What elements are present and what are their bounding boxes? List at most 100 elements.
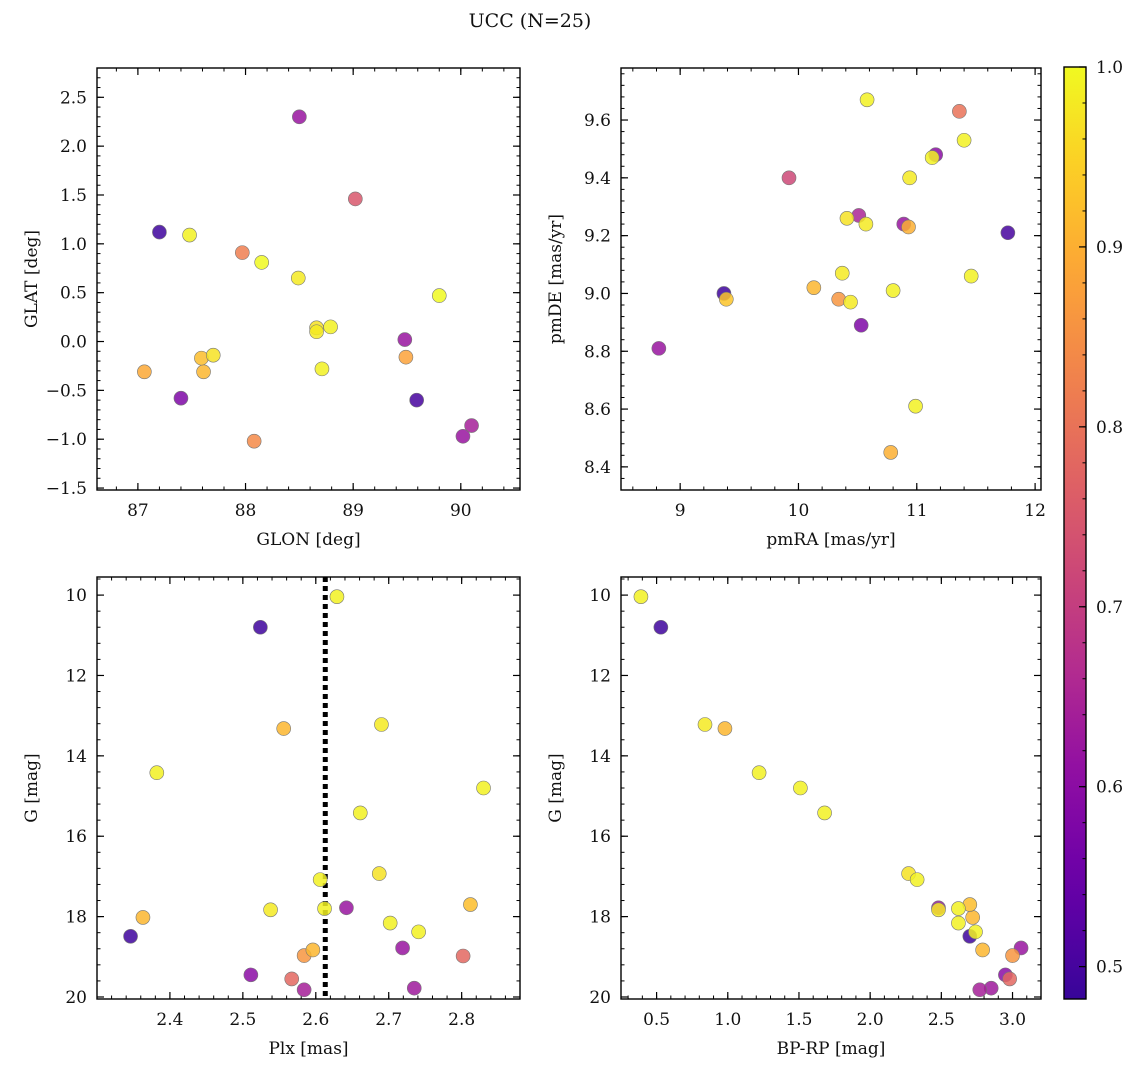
x-tick-label: 89: [342, 501, 364, 521]
y-tick-label: −1.5: [46, 479, 87, 499]
scatter-point: [817, 805, 832, 821]
scatter-marks: [123, 577, 491, 999]
y-tick-label: 16: [65, 827, 87, 847]
scatter-point: [858, 216, 874, 232]
scatter-point: [263, 902, 278, 918]
y-tick-label: −0.5: [46, 381, 87, 401]
y-tick-label: 9.6: [584, 111, 611, 131]
scatter-point: [633, 589, 649, 604]
y-tick-label: 10: [589, 586, 611, 606]
colorbar-tick-label: 0.5: [1096, 958, 1123, 978]
y-tick-label: 20: [65, 988, 87, 1008]
panel-plx-g: 2.4 2.5 2.6 2.7 2.8 10 12 14 16 18 20 Plx [mas] G [m…: [22, 576, 521, 1059]
scatter-point: [455, 948, 471, 964]
scatter-point: [853, 317, 869, 333]
colorbar-tick-label: 0.8: [1096, 418, 1123, 438]
scatter-point: [323, 319, 338, 335]
x-tick-label: 9: [675, 501, 686, 521]
scatter-point: [1005, 948, 1020, 963]
y-tick-label: 8.6: [584, 400, 611, 420]
x-tick-label: 90: [450, 501, 472, 521]
x-tick-label: 1.0: [714, 1010, 741, 1030]
x-tick-label: 1.5: [785, 1010, 812, 1030]
scatter-point: [956, 132, 972, 148]
scatter-point: [173, 390, 189, 406]
y-tick-label: 9.0: [584, 284, 611, 304]
scatter-point: [806, 280, 822, 295]
scatter-point: [296, 982, 312, 998]
scatter-point: [314, 361, 330, 377]
scatter-point: [374, 717, 389, 732]
scatter-point: [464, 418, 479, 433]
y-tick-label: −1.0: [46, 430, 87, 450]
y-tick-label: 18: [589, 908, 611, 928]
scatter-point: [284, 971, 300, 987]
y-tick-label: 1.5: [60, 186, 87, 206]
scatter-point: [834, 265, 850, 281]
scatter-marks: [137, 109, 479, 449]
panel-glon-glat: 87 88 89 90 −1.5 −1.0 −0.5 0.0 0.5 1.0 1.5 2.0 2.5 GL…: [22, 67, 521, 550]
x-axis-label: BP-RP [mag]: [777, 1039, 886, 1059]
scatter-point: [793, 780, 808, 796]
colorbar: 0.5 0.6 0.7 0.8 0.9 1.0: [1063, 58, 1123, 1000]
scatter-point: [409, 392, 424, 408]
y-tick-label: 2.0: [60, 137, 87, 157]
minor-ticks: [621, 68, 1041, 490]
scatter-point: [123, 929, 138, 944]
colorbar-tick-label: 0.9: [1096, 238, 1123, 258]
x-tick-label: 2.5: [229, 1010, 256, 1030]
y-tick-label: 18: [65, 908, 87, 928]
scatter-point: [1002, 971, 1017, 987]
minor-ticks: [96, 577, 521, 999]
y-tick-label: 9.4: [584, 169, 611, 189]
scatter-point: [781, 170, 797, 186]
scatter-point: [952, 104, 967, 119]
scatter-point: [965, 910, 980, 925]
scatter-point: [312, 872, 328, 887]
colorbar-frame: [1063, 66, 1087, 1000]
scatter-point: [152, 224, 167, 240]
scatter-point: [909, 872, 925, 887]
scatter-point: [135, 910, 151, 925]
scatter-point: [476, 780, 491, 796]
scatter-point: [963, 268, 979, 284]
y-tick-label: 1.0: [60, 235, 87, 255]
axes-frame: [620, 67, 1042, 491]
scatter-point: [951, 901, 966, 916]
scatter-point: [1000, 225, 1016, 241]
figure-title: UCC (N=25): [469, 10, 592, 32]
scatter-point: [975, 942, 990, 958]
scatter-point: [406, 980, 422, 996]
scatter-marks: [651, 92, 1016, 460]
x-tick-label: 3.0: [999, 1010, 1026, 1030]
y-tick-label: 0.0: [60, 333, 87, 353]
scatter-point: [951, 915, 966, 931]
scatter-point: [395, 940, 410, 956]
x-tick-label: 2.6: [302, 1010, 329, 1030]
y-axis-label: G [mag]: [22, 753, 42, 822]
scatter-point: [751, 765, 767, 781]
scatter-point: [901, 219, 916, 235]
x-tick-label: 87: [127, 501, 149, 521]
scatter-point: [196, 364, 211, 380]
scatter-point: [182, 227, 197, 243]
x-tick-label: 10: [788, 501, 810, 521]
x-tick-label: 2.8: [448, 1010, 475, 1030]
scatter-point: [317, 901, 332, 916]
scatter-point: [352, 805, 368, 821]
scatter-point: [397, 332, 413, 347]
y-tick-label: 8.4: [584, 458, 611, 478]
scatter-point: [276, 721, 292, 736]
y-tick-label: 8.8: [584, 342, 611, 362]
scatter-point: [137, 364, 152, 380]
x-tick-label: 2.5: [928, 1010, 955, 1030]
y-tick-label: 2.5: [60, 88, 87, 108]
scatter-point: [463, 897, 478, 912]
x-axis-label: GLON [deg]: [256, 530, 360, 550]
scatter-point: [931, 902, 946, 918]
scatter-point: [371, 866, 387, 881]
y-tick-label: 16: [589, 827, 611, 847]
scatter-point: [290, 270, 306, 286]
scatter-point: [348, 191, 363, 207]
